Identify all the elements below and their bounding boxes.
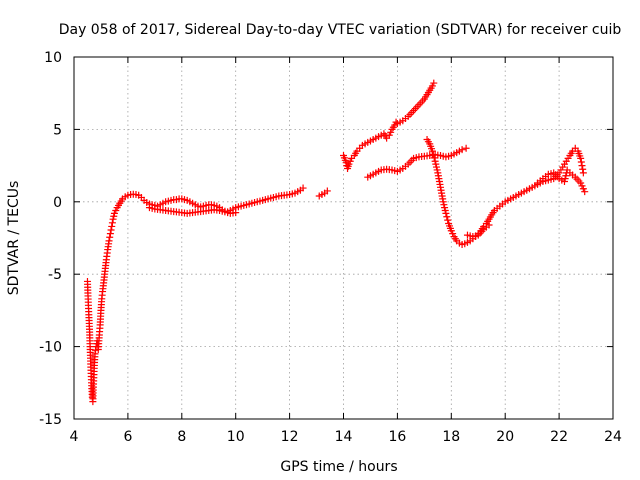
data-point xyxy=(578,162,586,170)
x-axis-label: GPS time / hours xyxy=(280,459,397,475)
data-point xyxy=(485,221,493,229)
y-tick-label: -15 xyxy=(39,412,62,428)
data-point xyxy=(108,222,116,230)
axis-ticks: 4 6 8 10 12 14 16 18 20 22 24 -15 -10 -5 0 5 10 xyxy=(39,50,622,445)
y-axis-label: SDTVAR / TECUs xyxy=(6,181,22,296)
grid xyxy=(74,57,613,419)
data-point xyxy=(430,154,438,162)
data-point xyxy=(462,144,470,152)
data-point xyxy=(442,209,450,217)
data-point xyxy=(443,213,451,221)
data-point xyxy=(107,226,115,234)
x-tick-label: 16 xyxy=(388,429,406,445)
series-cuib-8 xyxy=(534,166,589,196)
data-point xyxy=(106,230,114,238)
chart-title: Day 058 of 2017, Sidereal Day-to-day VTE… xyxy=(59,22,622,38)
x-tick-label: 6 xyxy=(123,429,132,445)
series-cuib-7 xyxy=(463,221,493,241)
series-cuib-6 xyxy=(423,136,587,249)
data-point xyxy=(581,188,589,196)
series-cuib-4 xyxy=(340,79,438,172)
x-tick-label: 22 xyxy=(550,429,568,445)
data-point xyxy=(105,237,113,245)
y-tick-label: -10 xyxy=(39,340,62,356)
x-tick-label: 24 xyxy=(604,429,622,445)
series-cuib-2 xyxy=(145,204,240,217)
data-point xyxy=(458,146,466,154)
data-points xyxy=(83,79,589,406)
data-point xyxy=(577,154,585,162)
data-point xyxy=(428,147,436,155)
data-point xyxy=(577,158,585,166)
data-point xyxy=(579,169,587,177)
data-point xyxy=(323,187,331,195)
x-tick-label: 20 xyxy=(496,429,514,445)
data-point xyxy=(106,233,114,241)
x-tick-label: 12 xyxy=(281,429,299,445)
data-point xyxy=(429,150,437,158)
data-point xyxy=(444,216,452,224)
x-tick-label: 18 xyxy=(442,429,460,445)
data-point xyxy=(430,79,438,87)
x-tick-label: 4 xyxy=(70,429,79,445)
x-tick-label: 10 xyxy=(227,429,245,445)
series-cuib-1 xyxy=(83,184,307,406)
y-tick-label: 5 xyxy=(53,122,62,138)
data-point xyxy=(232,209,240,217)
x-tick-label: 8 xyxy=(177,429,186,445)
series-cuib-5 xyxy=(364,144,470,181)
y-tick-label: 0 xyxy=(53,195,62,211)
y-tick-label: 10 xyxy=(44,50,62,66)
y-tick-label: -5 xyxy=(48,267,62,283)
data-point xyxy=(299,184,307,192)
series-cuib-3 xyxy=(315,187,331,200)
x-tick-label: 14 xyxy=(335,429,353,445)
data-point xyxy=(108,219,116,227)
data-point xyxy=(579,165,587,173)
